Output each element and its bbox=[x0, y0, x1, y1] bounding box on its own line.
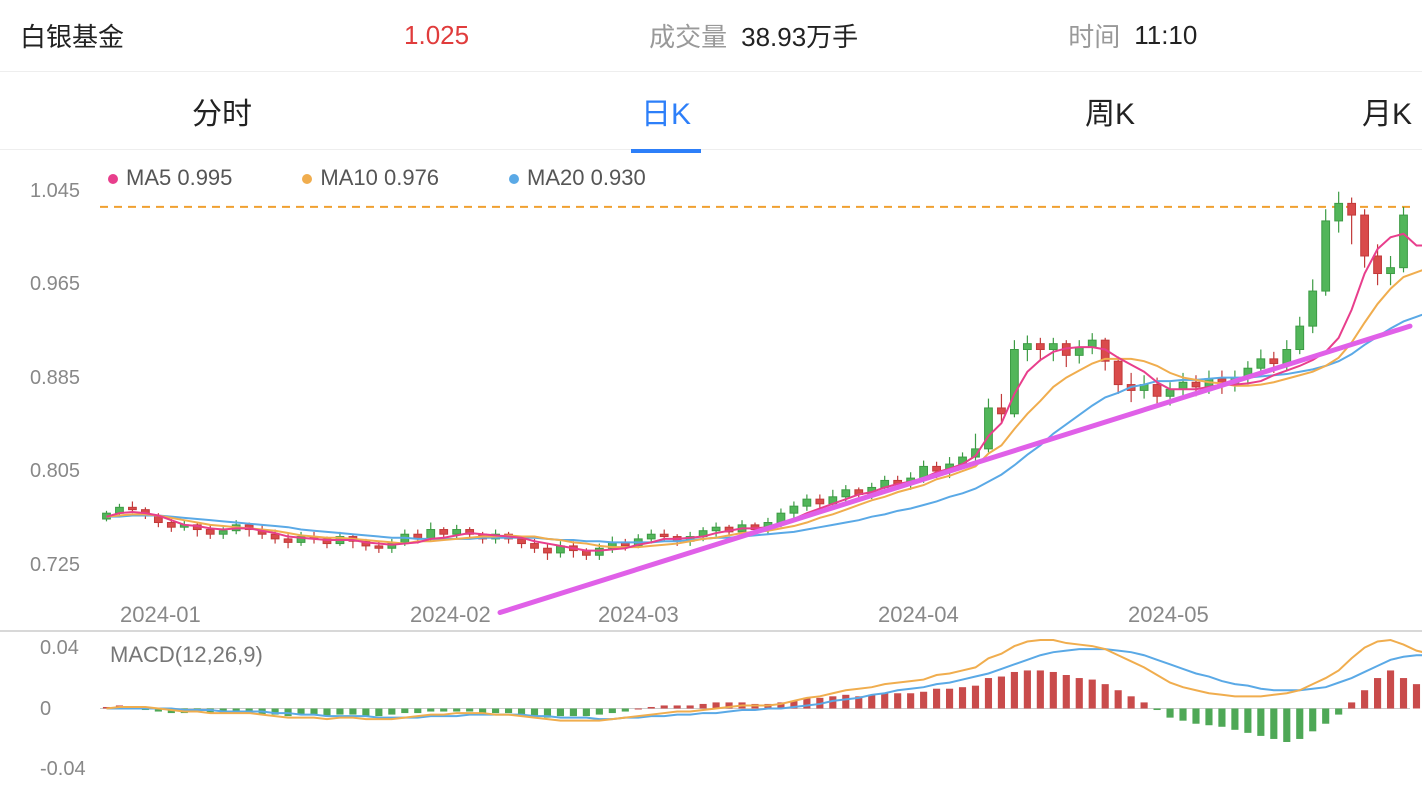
y-tick: 1.045 bbox=[30, 180, 80, 203]
macd-chart[interactable]: MACD(12,26,9) -0.04 0 0.04 bbox=[0, 630, 1422, 780]
x-tick: 2024-03 bbox=[598, 602, 679, 628]
y-tick: 0.885 bbox=[30, 367, 80, 390]
macd-y-tick: -0.04 bbox=[40, 758, 86, 781]
x-tick: 2024-02 bbox=[410, 602, 491, 628]
x-tick: 2024-05 bbox=[1128, 602, 1209, 628]
timeframe-tabs: 分时 日K 周K 月K bbox=[0, 72, 1422, 150]
macd-y-tick: 0.04 bbox=[40, 637, 79, 660]
macd-y-tick: 0 bbox=[40, 698, 51, 721]
y-tick: 0.725 bbox=[30, 554, 80, 577]
header-bar: 白银基金 1.025 成交量 38.93万手 时间 11:10 bbox=[0, 0, 1422, 72]
x-tick: 2024-04 bbox=[878, 602, 959, 628]
fund-name: 白银基金 bbox=[20, 17, 124, 54]
ma-legend: MA5 0.995 MA10 0.976 MA20 0.930 bbox=[108, 165, 646, 191]
candlestick-chart[interactable]: MA5 0.995 MA10 0.976 MA20 0.930 0.725 0.805… bbox=[0, 150, 1422, 630]
volume-label: 成交量 bbox=[649, 17, 727, 54]
time-value: 11:10 bbox=[1134, 20, 1197, 51]
y-tick: 0.805 bbox=[30, 460, 80, 483]
tab-weekly[interactable]: 周K bbox=[888, 89, 1332, 133]
tab-monthly[interactable]: 月K bbox=[1332, 89, 1422, 133]
x-tick: 2024-01 bbox=[120, 602, 201, 628]
time-label: 时间 bbox=[1068, 17, 1120, 54]
y-tick: 0.965 bbox=[30, 273, 80, 296]
volume-value: 38.93万手 bbox=[741, 17, 858, 54]
ma-legend-item: MA10 0.976 bbox=[302, 165, 439, 191]
current-price: 1.025 bbox=[404, 20, 469, 51]
ma-legend-item: MA5 0.995 bbox=[108, 165, 232, 191]
tab-intraday[interactable]: 分时 bbox=[0, 89, 444, 133]
tab-daily[interactable]: 日K bbox=[444, 89, 888, 133]
ma-legend-item: MA20 0.930 bbox=[509, 165, 646, 191]
macd-label: MACD(12,26,9) bbox=[110, 642, 263, 668]
